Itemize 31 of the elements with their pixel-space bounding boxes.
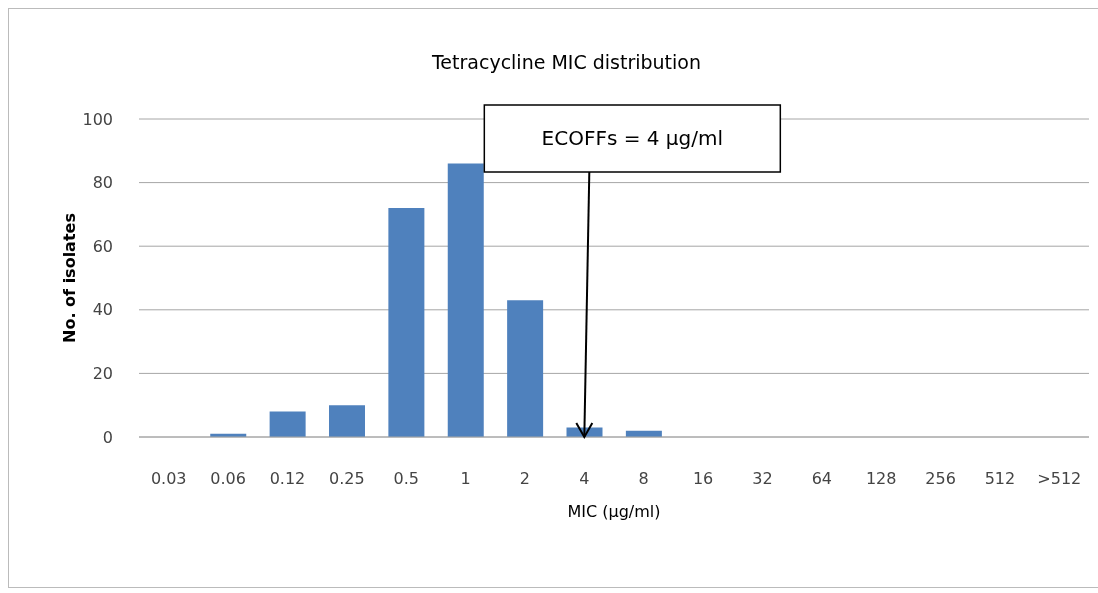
x-tick-label: 256	[925, 469, 956, 489]
x-tick-label: 4	[579, 469, 590, 489]
y-tick-label: 0	[102, 427, 113, 447]
x-tick-label: 0.5	[393, 469, 419, 489]
x-tick-label: 512	[984, 469, 1016, 489]
x-tick-label: 0.03	[150, 469, 187, 489]
x-tick-label: 0.25	[329, 469, 365, 489]
bar	[507, 300, 544, 437]
x-tick-label: 1	[460, 469, 471, 489]
y-tick-label: 60	[92, 236, 113, 256]
x-tick-label: 32	[752, 469, 773, 489]
x-tick-label: 128	[865, 469, 897, 489]
x-tick-label: 0.06	[210, 469, 246, 489]
bar	[329, 405, 365, 437]
y-tick-label: 20	[92, 364, 113, 384]
bar	[269, 411, 306, 437]
bar	[447, 163, 484, 437]
y-axis-title: No. of isolates	[59, 213, 79, 343]
y-tick-label: 80	[92, 173, 113, 193]
x-tick-label: 64	[811, 469, 832, 489]
x-tick-label: 2	[519, 469, 531, 489]
x-tick-label: 8	[638, 469, 649, 489]
chart-title: Tetracycline MIC distribution	[431, 51, 702, 73]
x-tick-label: 16	[692, 469, 714, 489]
x-axis-title: MIC (μg/ml)	[567, 502, 661, 521]
x-tick-label: 0.12	[269, 469, 306, 489]
annotation: ECOFFs = 4 μg/ml	[541, 126, 724, 150]
x-tick-label: >512	[1037, 469, 1082, 489]
y-tick-label: 40	[92, 300, 113, 320]
y-tick-label: 100	[82, 109, 113, 129]
bar	[388, 208, 425, 437]
